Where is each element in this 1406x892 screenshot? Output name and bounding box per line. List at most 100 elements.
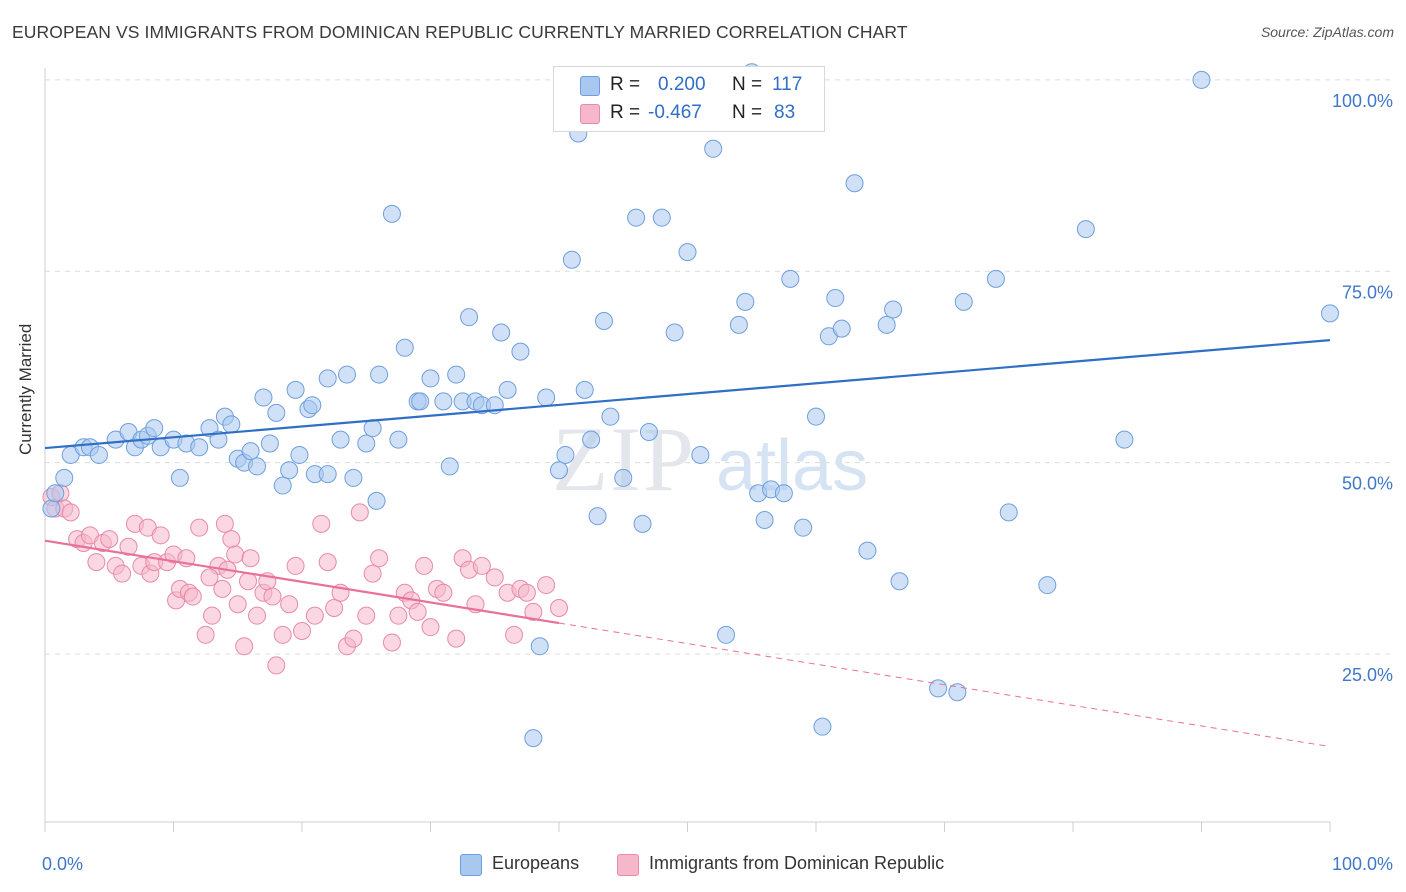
trend-lines <box>44 339 1331 748</box>
n-label: N = <box>732 102 763 123</box>
blue-point <box>447 365 466 384</box>
pink-point <box>293 621 311 640</box>
blue-point <box>363 419 382 438</box>
blue-point <box>717 625 736 644</box>
blue-point <box>813 717 832 736</box>
pink-point <box>228 595 247 614</box>
blue-point <box>241 442 260 461</box>
pink-point <box>61 503 80 522</box>
blue-point <box>460 308 479 327</box>
pink-point <box>318 553 337 572</box>
blue-point <box>421 369 440 388</box>
blue-point <box>665 323 684 342</box>
pink-point <box>267 656 286 675</box>
pink-point <box>370 549 389 568</box>
blue-point <box>614 468 633 487</box>
blue-point <box>303 396 322 415</box>
pink-series-points <box>42 484 568 675</box>
blue-point <box>318 465 337 484</box>
blue-point <box>1076 220 1095 239</box>
blue-point <box>832 319 851 338</box>
blue-point <box>46 484 65 503</box>
pink-point <box>226 545 245 564</box>
pink-swatch <box>580 104 600 124</box>
blue-point <box>890 572 909 591</box>
legend-label: Europeans <box>492 853 580 873</box>
pink-point <box>350 503 369 522</box>
pink-point <box>87 553 106 572</box>
pink-point <box>537 576 556 595</box>
blue-point <box>575 380 594 399</box>
n-label: N = <box>732 74 763 95</box>
blue-point <box>845 174 864 193</box>
pink-point <box>213 579 232 598</box>
blue-point <box>434 392 453 411</box>
pink-point <box>119 537 138 556</box>
blue-point <box>42 499 61 518</box>
r-value: 0.200 <box>658 74 706 95</box>
stats-legend: R = 0.200 N = 117 R = -0.467 N = 83 <box>553 66 825 132</box>
blue-point <box>222 415 241 434</box>
blue-point <box>627 208 646 227</box>
x-tick-label: 100.0% <box>1332 854 1393 874</box>
blue-point <box>273 476 292 495</box>
axes <box>44 68 1331 832</box>
pink-point <box>485 568 504 587</box>
pink-point <box>415 556 434 575</box>
r-label: R = <box>610 74 641 95</box>
pink-point <box>305 606 324 625</box>
pink-point <box>312 514 331 533</box>
blue-point <box>639 422 658 441</box>
r-value: -0.467 <box>648 102 702 123</box>
pink-point <box>357 606 376 625</box>
blue-swatch <box>460 854 482 876</box>
pink-point <box>344 629 363 648</box>
blue-point <box>370 365 389 384</box>
y-axis-label: Currently Married <box>16 323 35 455</box>
gridlines <box>45 79 1390 655</box>
pink-point <box>280 595 299 614</box>
blue-point <box>337 365 356 384</box>
pink-point <box>222 530 241 549</box>
blue-point <box>357 434 376 453</box>
source-credit: Source: ZipAtlas.com <box>1260 24 1394 40</box>
blue-point <box>794 518 813 537</box>
blue-point <box>877 315 896 334</box>
pink-point <box>421 618 440 637</box>
blue-point <box>884 300 903 319</box>
blue-point <box>209 430 228 449</box>
blue-point <box>588 507 607 526</box>
blue-point <box>999 503 1018 522</box>
n-value: 83 <box>774 102 796 123</box>
blue-point <box>382 204 401 223</box>
blue-point <box>537 388 556 407</box>
tick-labels: 25.0% 50.0% 75.0% 100.0% 0.0% 100.0% <box>42 91 1393 874</box>
blue-point <box>170 468 189 487</box>
blue-point <box>729 315 748 334</box>
n-value: 117 <box>772 74 803 95</box>
x-tick-label: 0.0% <box>42 854 83 874</box>
blue-point <box>1115 430 1134 449</box>
blue-point <box>582 430 601 449</box>
blue-point <box>652 208 671 227</box>
blue-trend-line <box>44 339 1331 450</box>
r-label: R = <box>610 102 641 123</box>
pink-point <box>151 526 170 545</box>
blue-point <box>1038 576 1057 595</box>
blue-point <box>290 445 309 464</box>
blue-point <box>736 292 755 311</box>
blue-point <box>986 269 1005 288</box>
pink-point <box>325 599 344 618</box>
blue-point <box>260 434 279 453</box>
y-tick-label: 50.0% <box>1342 474 1393 494</box>
blue-point <box>267 403 286 422</box>
pink-point <box>273 625 292 644</box>
blue-point <box>331 430 350 449</box>
blue-point <box>248 457 267 476</box>
blue-point <box>367 491 386 510</box>
pink-point <box>505 625 524 644</box>
blue-point <box>1321 304 1339 323</box>
pink-swatch <box>617 854 639 876</box>
pink-point <box>241 549 260 568</box>
